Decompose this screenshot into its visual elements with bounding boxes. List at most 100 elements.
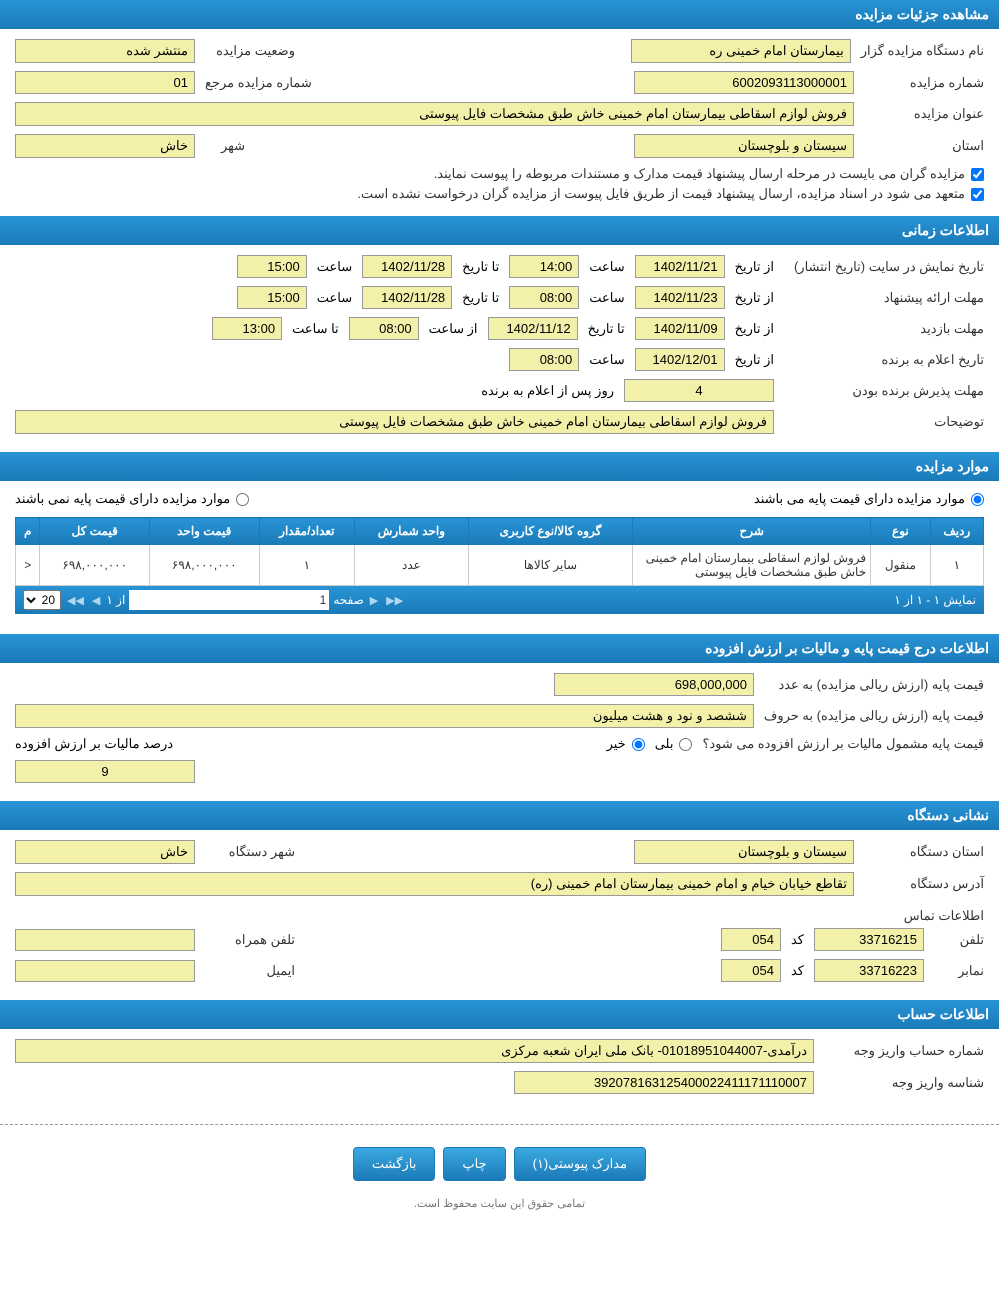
- cell-unit-price: ۶۹۸,۰۰۰,۰۰۰: [150, 545, 260, 586]
- radio-with-base-label[interactable]: موارد مزایده دارای قیمت پایه می باشند: [754, 491, 984, 507]
- da-city-label: شهر دستگاه: [205, 844, 295, 860]
- section-header-details: مشاهده جزئیات مزایده: [0, 0, 999, 29]
- time-lbl4: ساعت: [317, 290, 352, 306]
- th-unit: واحد شمارش: [355, 518, 468, 545]
- back-button[interactable]: بازگشت: [353, 1147, 435, 1181]
- proposal-label: مهلت ارائه پیشنهاد: [784, 290, 984, 306]
- checkbox2-text: متعهد می شود در اسناد مزایده، ارسال پیشن…: [357, 186, 965, 202]
- items-table-container: ردیف نوع شرح گروه کالا/نوع کاربری واحد ش…: [15, 517, 984, 614]
- email-value: [15, 960, 195, 982]
- deposit-label: شماره حساب واریز وجه: [824, 1043, 984, 1059]
- mobile-value: [15, 929, 195, 951]
- pager-next-icon[interactable]: ◀: [90, 594, 102, 607]
- th-row: ردیف: [930, 518, 983, 545]
- province-value: سیستان و بلوچستان: [634, 134, 854, 158]
- base-words-label: قیمت پایه (ارزش ریالی مزایده) به حروف: [764, 708, 984, 724]
- checkbox-docs-required[interactable]: [971, 168, 984, 181]
- accept-days: 4: [624, 379, 774, 402]
- section-header-items: موارد مزایده: [0, 452, 999, 481]
- print-button[interactable]: چاپ: [443, 1147, 505, 1181]
- org-name-label: نام دستگاه مزایده گزار: [861, 43, 984, 59]
- vat-no-label[interactable]: خیر: [607, 736, 645, 752]
- fax-label: نمابر: [934, 963, 984, 979]
- visit-to-time: 13:00: [212, 317, 282, 340]
- cell-desc: فروش لوازم اسقاطی بیمارستان امام خمینی خ…: [633, 545, 871, 586]
- email-label: ایمیل: [205, 963, 295, 979]
- pager-page-input[interactable]: [129, 590, 329, 610]
- cell-row: ۱: [930, 545, 983, 586]
- vat-question: قیمت پایه مشمول مالیات بر ارزش افزوده می…: [702, 736, 984, 752]
- from-date-lbl4: از تاریخ: [735, 352, 774, 368]
- display-from-time: 14:00: [509, 255, 579, 278]
- th-m: م: [16, 518, 40, 545]
- cell-m[interactable]: <: [16, 545, 40, 586]
- cell-unit: عدد: [355, 545, 468, 586]
- number-value: 6002093113000001: [634, 71, 854, 94]
- announce-label: تاریخ اعلام به برنده: [784, 352, 984, 368]
- checkbox-no-file-request[interactable]: [971, 188, 984, 201]
- pager-prev-icon[interactable]: ▶: [368, 594, 380, 607]
- display-label: تاریخ نمایش در سایت (تاریخ انتشار): [784, 259, 984, 275]
- time-lbl1: ساعت: [589, 259, 624, 275]
- proposal-to-date: 1402/11/28: [362, 286, 452, 309]
- radio-with-base-text: موارد مزایده دارای قیمت پایه می باشند: [754, 491, 965, 507]
- vat-yes-label[interactable]: بلی: [655, 736, 693, 752]
- org-name-value: بیمارستان امام خمینی ره: [631, 39, 851, 63]
- vat-no-radio[interactable]: [632, 738, 645, 751]
- fax-code-value: 054: [721, 959, 781, 982]
- footer-text: تمامی حقوق این سایت محفوظ است.: [0, 1191, 999, 1216]
- days-after-lbl: روز پس از اعلام به برنده: [481, 383, 614, 399]
- city-label: شهر: [205, 138, 245, 154]
- vat-yes-radio[interactable]: [679, 738, 692, 751]
- pager-last-icon[interactable]: ◀◀: [65, 594, 86, 607]
- cell-type: منقول: [871, 545, 931, 586]
- to-date-lbl1: تا تاریخ: [462, 259, 499, 275]
- radio-no-base-label[interactable]: موارد مزایده دارای قیمت پایه نمی باشند: [15, 491, 249, 507]
- from-date-lbl3: از تاریخ: [735, 321, 774, 337]
- visit-to-date: 1402/11/12: [488, 317, 578, 340]
- items-table: ردیف نوع شرح گروه کالا/نوع کاربری واحد ش…: [15, 517, 984, 586]
- proposal-to-time: 15:00: [237, 286, 307, 309]
- fax-value: 33716223: [814, 959, 924, 982]
- visit-from-date: 1402/11/09: [635, 317, 725, 340]
- th-qty: تعداد/مقدار: [259, 518, 355, 545]
- vat-percent-value: 9: [15, 760, 195, 783]
- th-group: گروه کالا/نوع کاربری: [468, 518, 633, 545]
- vat-no-text: خیر: [607, 736, 626, 752]
- display-to-date: 1402/11/28: [362, 255, 452, 278]
- section-body-pricing: قیمت پایه (ارزش ریالی مزایده) به عدد 698…: [0, 663, 999, 801]
- button-row: مدارک پیوستی(۱) چاپ بازگشت: [0, 1137, 999, 1191]
- phone-value: 33716215: [814, 928, 924, 951]
- phone-label: تلفن: [934, 932, 984, 948]
- da-city-value: خاش: [15, 840, 195, 864]
- city-value: خاش: [15, 134, 195, 158]
- checkbox1-text: مزایده گران می بایست در مرحله ارسال پیشن…: [434, 166, 965, 182]
- pager-first-icon[interactable]: ▶▶: [384, 594, 405, 607]
- da-province-label: استان دستگاه: [864, 844, 984, 860]
- status-label: وضعیت مزایده: [205, 43, 295, 59]
- pager-page-label: صفحه: [333, 593, 363, 607]
- th-total-price: قیمت کل: [40, 518, 150, 545]
- proposal-from-time: 08:00: [509, 286, 579, 309]
- vat-yes-text: بلی: [655, 736, 674, 752]
- from-time-lbl: از ساعت: [429, 321, 478, 337]
- pager-size-select[interactable]: 20: [23, 590, 61, 610]
- display-to-time: 15:00: [237, 255, 307, 278]
- announce-time: 08:00: [509, 348, 579, 371]
- section-body-device-address: استان دستگاه سیستان و بلوچستان شهر دستگا…: [0, 830, 999, 1000]
- section-body-account: شماره حساب واریز وجه درآمدی-010189510440…: [0, 1029, 999, 1112]
- phone-code-label: کد: [791, 932, 804, 948]
- attachments-button[interactable]: مدارک پیوستی(۱): [514, 1147, 647, 1181]
- table-row[interactable]: ۱ منقول فروش لوازم اسقاطی بیمارستان امام…: [16, 545, 984, 586]
- radio-with-base[interactable]: [971, 493, 984, 506]
- radio-no-base[interactable]: [236, 493, 249, 506]
- cell-total-price: ۶۹۸,۰۰۰,۰۰۰: [40, 545, 150, 586]
- base-num-label: قیمت پایه (ارزش ریالی مزایده) به عدد: [764, 677, 984, 693]
- base-num-value: 698,000,000: [554, 673, 754, 696]
- section-header-timing: اطلاعات زمانی: [0, 216, 999, 245]
- time-lbl3: ساعت: [589, 290, 624, 306]
- section-body-timing: تاریخ نمایش در سایت (تاریخ انتشار) از تا…: [0, 245, 999, 452]
- title-value: فروش لوازم اسقاطی بیمارستان امام خمینی خ…: [15, 102, 854, 126]
- ref-value: 01: [15, 71, 195, 94]
- time-lbl2: ساعت: [317, 259, 352, 275]
